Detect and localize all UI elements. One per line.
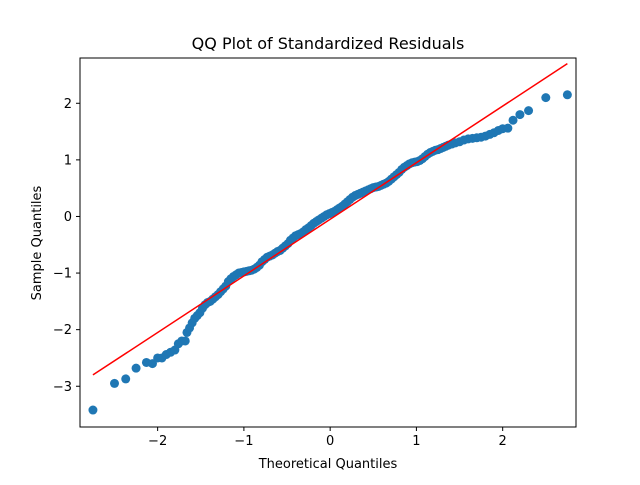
data-point bbox=[508, 115, 518, 125]
y-tick-label: −2 bbox=[53, 323, 72, 338]
y-axis-label: Sample Quantiles bbox=[30, 185, 45, 300]
data-point bbox=[515, 110, 525, 120]
x-tick-label: 2 bbox=[499, 434, 507, 449]
scatter-series bbox=[88, 90, 572, 415]
x-tick-label: 0 bbox=[326, 434, 334, 449]
y-tick-label: 1 bbox=[64, 153, 72, 168]
reference-line bbox=[92, 63, 568, 376]
data-point bbox=[562, 90, 572, 100]
data-point bbox=[121, 374, 131, 384]
x-tick-label: −1 bbox=[234, 434, 253, 449]
data-point bbox=[88, 405, 98, 415]
data-point bbox=[503, 123, 513, 133]
data-point bbox=[524, 106, 534, 116]
plot-area: −2 −1 0 1 2 −3 −2 −1 0 1 2 bbox=[53, 57, 577, 449]
data-point bbox=[180, 336, 190, 346]
y-tick-label: −1 bbox=[53, 267, 72, 282]
data-point bbox=[110, 378, 119, 388]
x-tick-label: −2 bbox=[148, 434, 167, 449]
data-point bbox=[131, 363, 141, 373]
x-axis-label: Theoretical Quantiles bbox=[258, 457, 398, 472]
y-tick-label: −3 bbox=[53, 380, 72, 395]
chart-title: QQ Plot of Standardized Residuals bbox=[192, 34, 465, 53]
data-point bbox=[541, 93, 551, 103]
x-tick-label: 1 bbox=[412, 434, 420, 449]
y-tick-label: 0 bbox=[64, 210, 72, 225]
y-tick-label: 2 bbox=[64, 97, 72, 112]
axes-frame bbox=[79, 57, 577, 428]
